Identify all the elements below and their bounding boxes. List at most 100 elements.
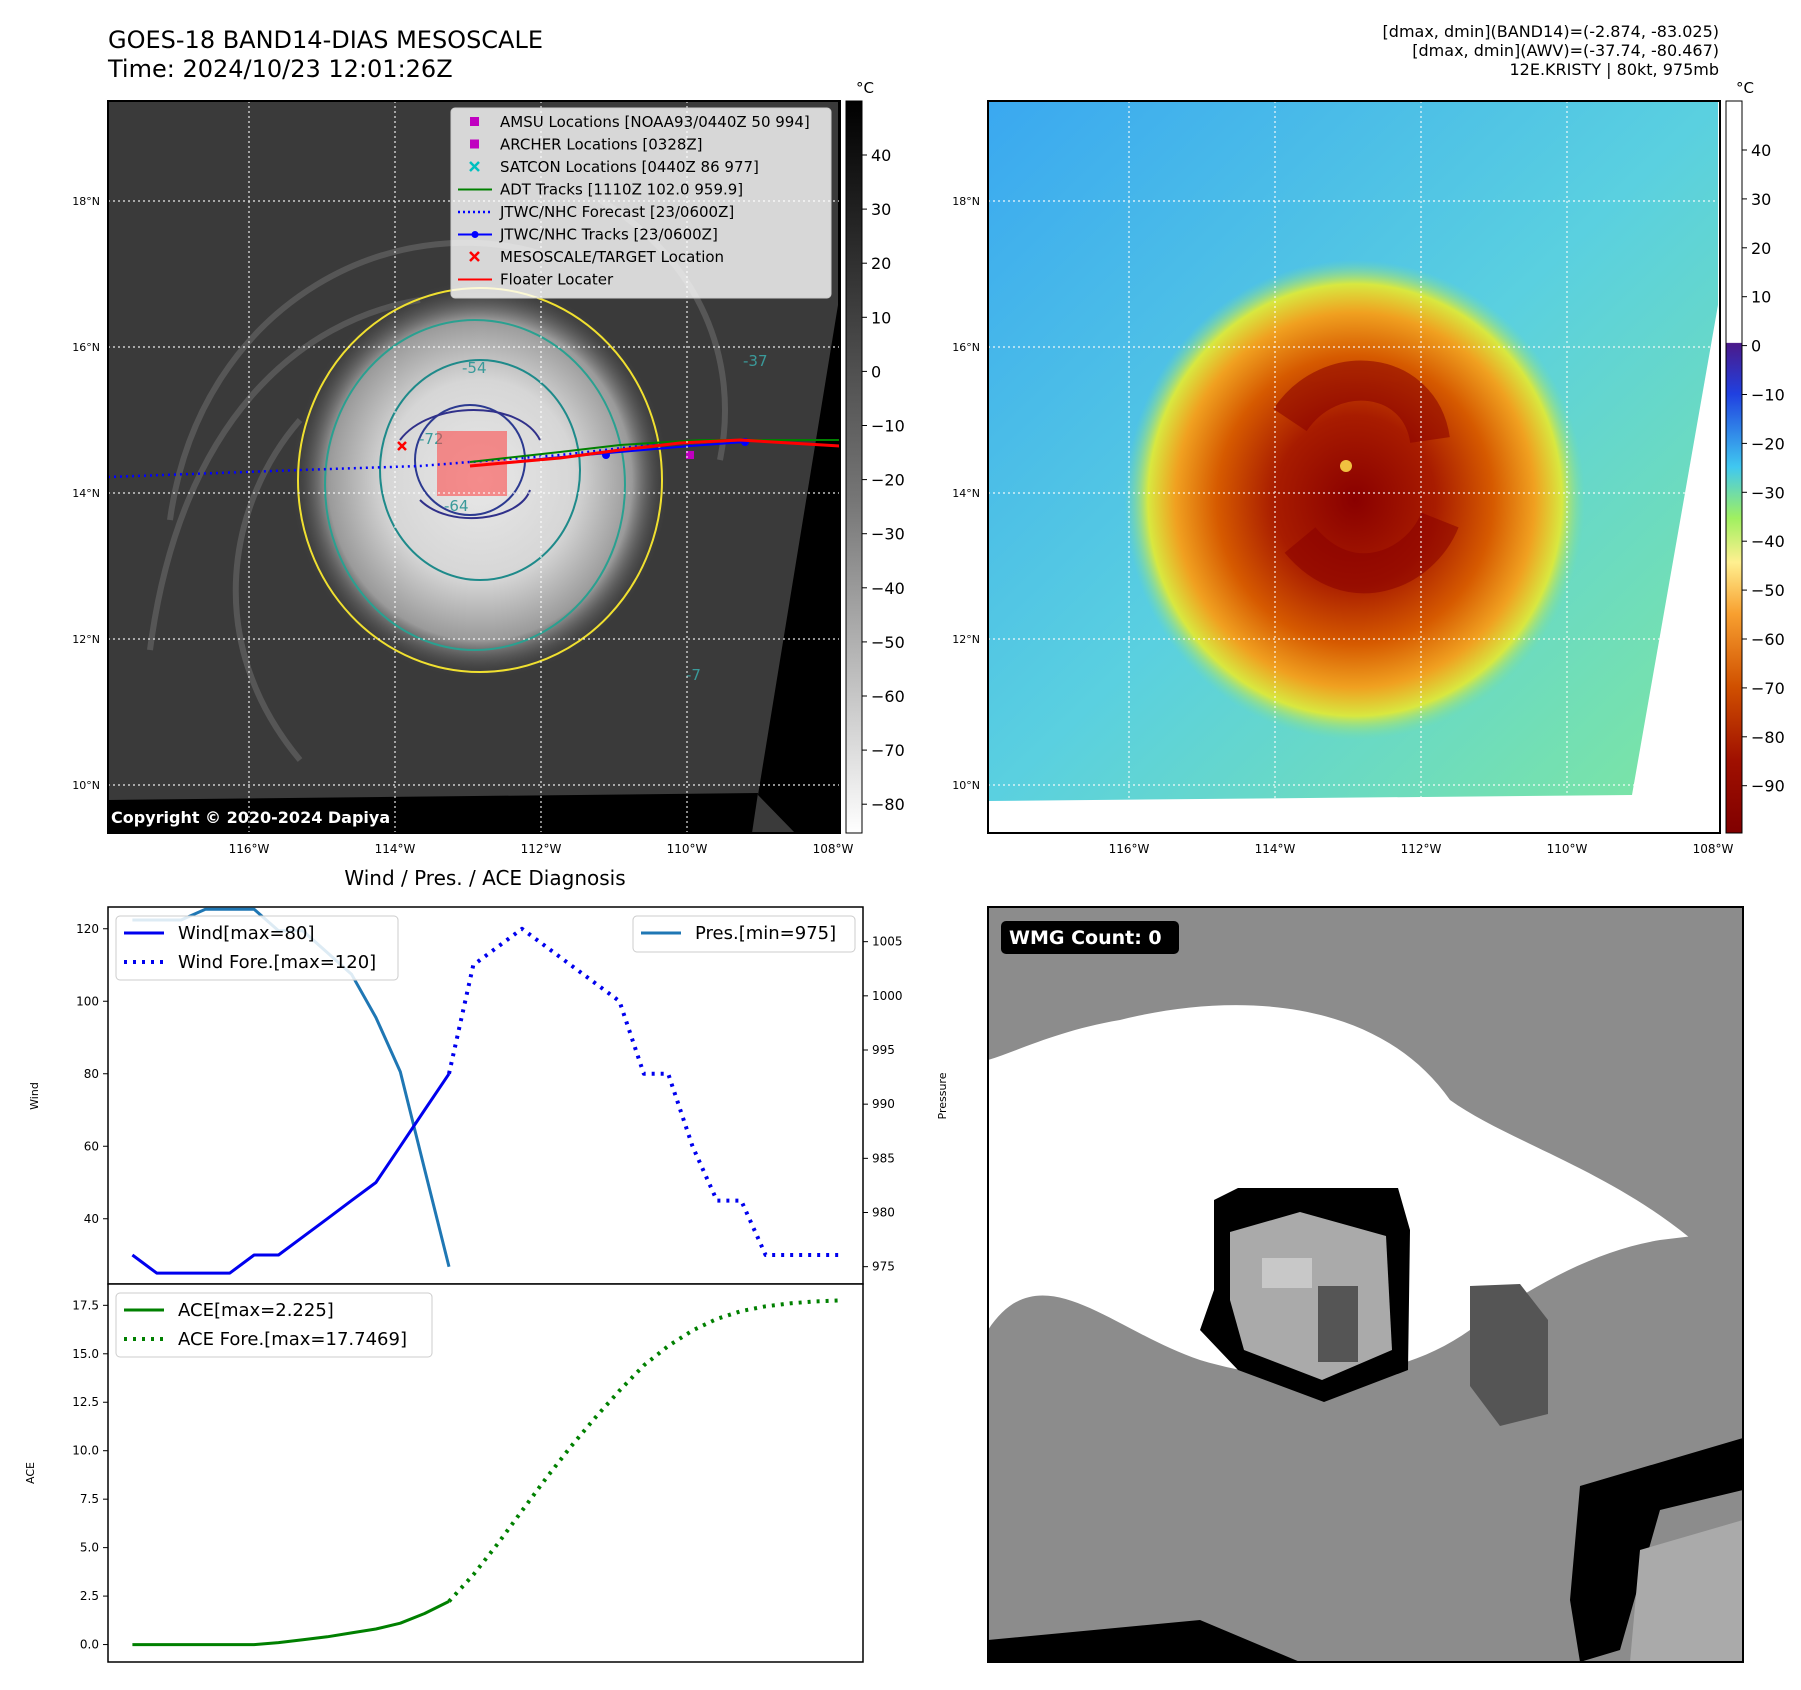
ace-y-ticks: 0.0 2.5 5.0 7.5 10.0 12.5 15.0 17.5: [72, 1298, 108, 1652]
colorbar-tick-label: −80: [871, 795, 905, 814]
ace-chart: 0.0 2.5 5.0 7.5 10.0 12.5 15.0 17.5 ACE ACE[max…: [24, 1283, 864, 1663]
y-tick-label: 7.5: [80, 1492, 99, 1506]
colorbar-tick-label: −70: [1751, 679, 1785, 698]
colorbar-tick-label: 40: [871, 146, 891, 165]
colorbar-tick-label: −60: [871, 687, 905, 706]
pressure-legend-box: [632, 915, 856, 953]
ir-lat-labels: 18°N 16°N 14°N 12°N 10°N: [72, 195, 100, 792]
legend-marker-square: [470, 117, 479, 126]
enh-spiral-bands: [1273, 360, 1459, 594]
colorbar-tick-label: −20: [1751, 434, 1785, 453]
ir-legend: AMSU Locations [NOAA93/0440Z 50 994] ARCH…: [450, 107, 832, 299]
colorbar-tick-label: −20: [871, 471, 905, 490]
figure-title: GOES-18 BAND14-DIAS MESOSCALE Time: 2024…: [108, 26, 543, 84]
y-tick-label: 17.5: [72, 1298, 99, 1312]
contour-eyewall-1: [399, 409, 541, 441]
colorbar-tick-label: −50: [1751, 581, 1785, 600]
lon-label: 110°W: [667, 842, 708, 856]
lat-label: 10°N: [952, 779, 980, 792]
legend-items: AMSU Locations [NOAA93/0440Z 50 994] ARCH…: [458, 113, 810, 289]
wmg-gray-region-corner: [1630, 1520, 1743, 1662]
ir-colorbar-scale: [845, 100, 863, 834]
colorbar-tick-label: −50: [871, 633, 905, 652]
y-tick-label: 10.0: [72, 1444, 99, 1458]
colorbar-tick-label: −40: [1751, 532, 1785, 551]
pressure-legend: Pres.[min=975]: [632, 915, 856, 953]
colorbar-tick-label: 30: [871, 200, 891, 219]
info-line-2: [dmax, dmin](AWV)=(-37.74, -80.467): [1412, 41, 1719, 60]
ace-line: [132, 1600, 450, 1647]
legend-marker-dot: [471, 231, 479, 238]
colorbar-tick-label: 20: [1751, 239, 1771, 258]
legend-label: ARCHER Locations [0328Z]: [500, 136, 703, 154]
ir-lon-labels: 116°W 114°W 112°W 110°W 108°W: [229, 842, 854, 856]
colorbar-tick-label: 20: [871, 254, 891, 273]
ir-panel-frame: [107, 100, 841, 834]
diagnosis-title: Wind / Pres. / ACE Diagnosis: [344, 866, 625, 890]
title-line-2: Time: 2024/10/23 12:01:26Z: [108, 55, 453, 83]
legend-label: JTWC/NHC Tracks [23/0600Z]: [499, 226, 718, 244]
adt-track: [469, 439, 840, 463]
storm-info: [dmax, dmin](BAND14)=(-2.874, -83.025) […: [1383, 22, 1719, 79]
ace-forecast-legend-label: ACE Fore.[max=17.7469]: [178, 1329, 407, 1350]
colorbar-tick-label: 0: [1751, 337, 1761, 356]
contour-label: -64: [444, 497, 469, 515]
colorbar-tick-label: −30: [1751, 483, 1785, 502]
colorbar-tick-label: −10: [871, 417, 905, 436]
wind-legend-label: Wind[max=80]: [178, 923, 315, 944]
lon-label: 112°W: [1401, 842, 1442, 856]
wmg-eye-warm: [1262, 1258, 1312, 1288]
colorbar-tick-label: 40: [1751, 141, 1771, 160]
lat-label: 18°N: [72, 195, 100, 208]
ir-no-data-region: [758, 101, 840, 833]
lat-label: 12°N: [72, 633, 100, 646]
y-tick-right-label: 975: [872, 1260, 895, 1274]
colorbar-tick-label: −90: [1751, 777, 1785, 796]
enh-eye: [1340, 460, 1352, 472]
lat-label: 12°N: [952, 633, 980, 646]
y-tick-label: 40: [84, 1212, 99, 1226]
wind-forecast-line: [447, 926, 839, 1257]
ace-forecast-line: [447, 1298, 839, 1603]
ir-colorbar-ticks: 40 30 20 10 0 −10 −20 −30 −40 −50 −60 −70 −80: [862, 146, 905, 814]
wmg-cold-cell: [1470, 1284, 1548, 1426]
contour-label: -7: [686, 666, 701, 684]
y-tick-label: 80: [84, 1067, 99, 1081]
ace-legend: ACE[max=2.225] ACE Fore.[max=17.7469]: [115, 1292, 433, 1358]
y-tick-label: 100: [76, 994, 99, 1008]
wind-legend-box: [115, 915, 399, 981]
lon-label: 112°W: [521, 842, 562, 856]
lat-label: 10°N: [72, 779, 100, 792]
lon-label: 116°W: [229, 842, 270, 856]
legend-label: AMSU Locations [NOAA93/0440Z 50 994]: [500, 113, 810, 131]
y-tick-label: 12.5: [72, 1395, 99, 1409]
y-tick-label: 15.0: [72, 1347, 99, 1361]
wmg-eye-cold: [1318, 1286, 1358, 1362]
lon-label: 108°W: [1693, 842, 1734, 856]
y-tick-right-label: 995: [872, 1043, 895, 1057]
ace-legend-label: ACE[max=2.225]: [178, 1300, 334, 1321]
legend-box: [450, 107, 832, 299]
lon-label: 116°W: [1109, 842, 1150, 856]
legend-marker-x: [469, 161, 480, 172]
wmg-panel: WMG Count: 0: [987, 906, 1744, 1663]
wind-forecast-legend-label: Wind Fore.[max=120]: [178, 952, 376, 973]
colorbar-tick-label: −30: [871, 525, 905, 544]
wind-line: [131, 1072, 451, 1275]
contour-eyewall-2: [419, 489, 531, 520]
enhanced-map-panel: 18°N 16°N 14°N 12°N 10°N 116°W 114°W 112…: [952, 79, 1785, 856]
wmg-frame: [987, 906, 1744, 1663]
wmg-gray-region-bottom: [988, 1230, 1743, 1662]
y-tick-label: 60: [84, 1139, 99, 1153]
colorbar-tick-label: −80: [1751, 728, 1785, 747]
colorbar-tick-label: −10: [1751, 386, 1785, 405]
wmg-black-region-left: [988, 1620, 1300, 1662]
y-tick-right-label: 990: [872, 1097, 895, 1111]
y-tick-label: 5.0: [80, 1541, 99, 1555]
legend-label: MESOSCALE/TARGET Location: [500, 248, 724, 266]
ace-axis-label: ACE: [24, 1462, 37, 1484]
contour-label: -54: [462, 359, 487, 377]
lon-label: 114°W: [375, 842, 416, 856]
wind-y-ticks: 40 60 80 100 120: [76, 922, 108, 1226]
